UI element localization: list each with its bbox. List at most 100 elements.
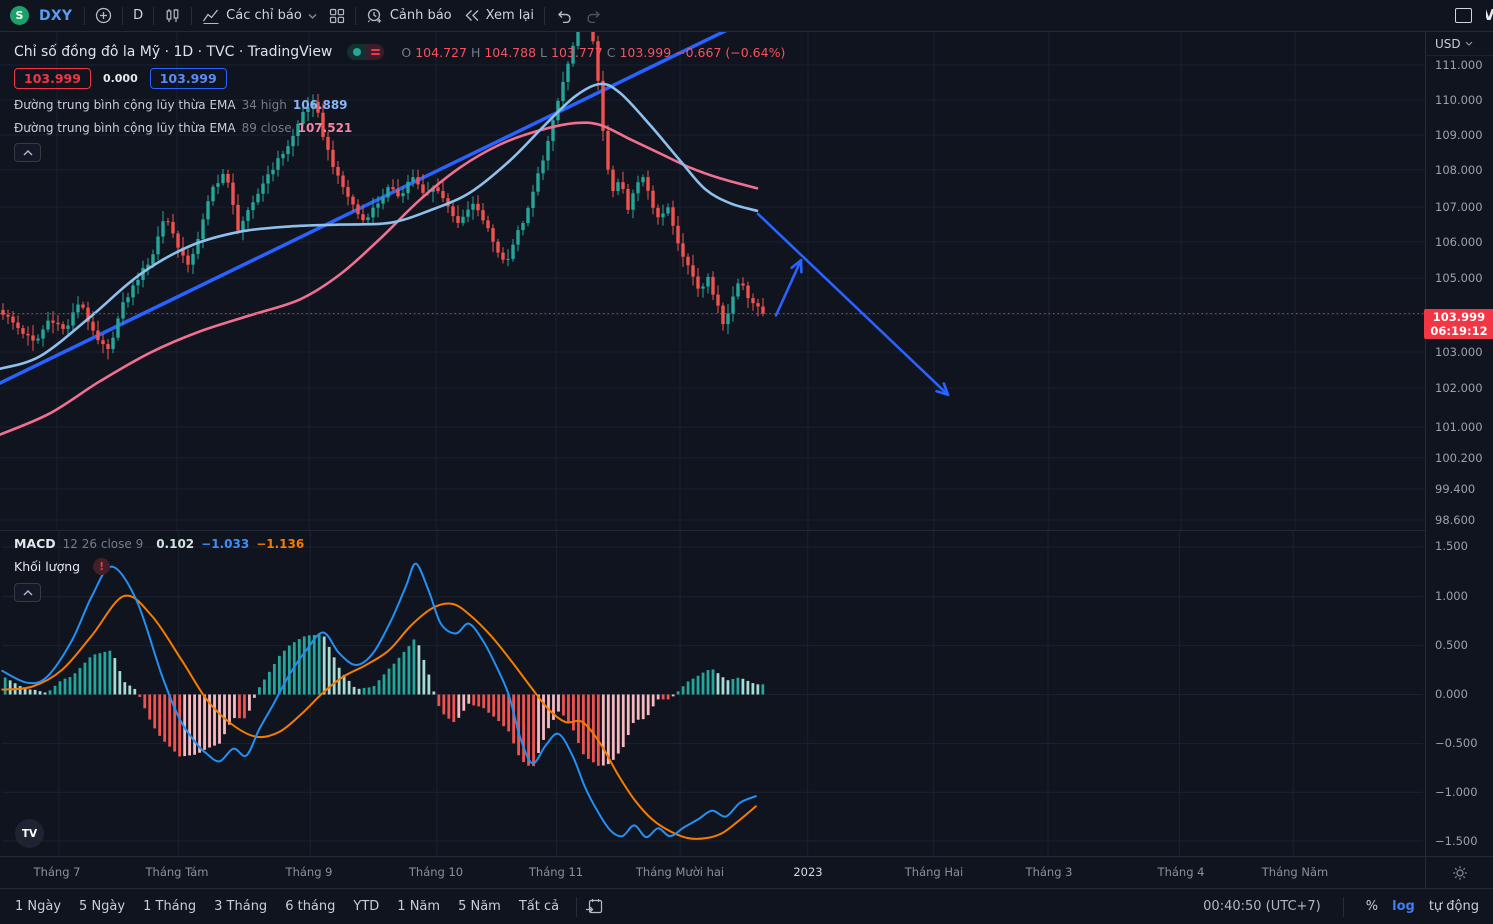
macd-hist-value: 0.102 <box>156 536 195 551</box>
time-axis-label[interactable]: Tháng 9 <box>285 865 333 879</box>
time-axis-label[interactable]: Tháng 10 <box>408 865 464 879</box>
divider <box>191 6 193 25</box>
price-tick: 1.500 <box>1435 539 1468 553</box>
time-axis-label[interactable]: Tháng 11 <box>528 865 584 879</box>
price-tick: 99.400 <box>1435 482 1476 496</box>
go-to-date-button[interactable] <box>585 898 604 915</box>
divider <box>122 6 124 25</box>
currency-selector[interactable]: USD <box>1426 32 1493 56</box>
main-legend: Chỉ số đồng đô la Mỹ · 1D · TVC · Tradin… <box>14 44 785 162</box>
chart-title[interactable]: Chỉ số đồng đô la Mỹ · 1D · TVC · Tradin… <box>14 44 333 60</box>
time-axis-label[interactable]: Tháng 3 <box>1025 865 1073 879</box>
time-axis-label[interactable]: Tháng Mười hai <box>635 865 725 879</box>
range-button-1-ngày[interactable]: 1 Ngày <box>15 899 62 914</box>
divider <box>576 896 578 917</box>
range-button-5-năm[interactable]: 5 Năm <box>458 899 501 914</box>
range-button-5-ngày[interactable]: 5 Ngày <box>79 899 126 914</box>
macd-legend: MACD 12 26 close 9 0.102 −1.033 −1.136 K… <box>14 536 304 602</box>
time-axis-label[interactable]: Tháng Tám <box>145 865 209 879</box>
range-button-3-tháng[interactable]: 3 Tháng <box>214 899 268 914</box>
divider <box>153 6 155 25</box>
sell-button[interactable]: 103.999 <box>14 68 91 89</box>
macd-chart-canvas[interactable] <box>0 530 1425 856</box>
divider <box>543 6 545 25</box>
price-tick: 103.000 <box>1435 345 1483 359</box>
price-tick: −1.000 <box>1435 785 1478 799</box>
indicators-icon <box>202 8 220 24</box>
grid-layout-icon <box>329 8 345 24</box>
price-tick: 108.000 <box>1435 163 1483 177</box>
percent-scale-button[interactable]: % <box>1365 899 1379 914</box>
divider <box>84 6 86 25</box>
price-tick: 102.000 <box>1435 381 1483 395</box>
spread-value: 0.000 <box>102 72 138 85</box>
symbol-logo[interactable]: S <box>10 6 29 25</box>
price-tick: 101.000 <box>1435 420 1483 434</box>
time-axis[interactable]: Tháng 7 Tháng Tám Tháng 9 Tháng 10 Tháng 11 T… <box>0 856 1425 888</box>
redo-button[interactable] <box>579 6 609 26</box>
ohlc-values: O 104.727 H 104.788 L 103.777 C 103.999 −0.6… <box>401 44 786 60</box>
currency-label: USD <box>1435 36 1461 51</box>
last-price: 103.999 <box>1432 310 1486 324</box>
candlestick-icon <box>164 7 181 24</box>
ema89-legend-row[interactable]: Đường trung bình cộng lũy thừa EMA 89 cl… <box>14 121 353 135</box>
interval-button[interactable]: D <box>127 5 149 26</box>
divider <box>1342 896 1344 917</box>
main-chart-canvas[interactable] <box>0 32 1425 530</box>
close-value: 103.999 <box>619 44 672 60</box>
price-tick: −0.500 <box>1435 736 1478 750</box>
layout-templates-button[interactable] <box>323 5 351 27</box>
redo-icon <box>585 9 603 23</box>
time-axis-label[interactable]: Tháng 4 <box>1157 865 1205 879</box>
tradingview-logo[interactable]: TV <box>15 819 44 848</box>
price-tick: 98.600 <box>1435 513 1476 527</box>
range-button-6-tháng[interactable]: 6 tháng <box>285 899 336 914</box>
range-button-ytd[interactable]: YTD <box>353 899 380 914</box>
chevron-down-icon <box>308 13 317 19</box>
replay-button[interactable]: Xem lại <box>458 5 540 26</box>
buy-button[interactable]: 103.999 <box>149 68 227 89</box>
price-tick: 111.000 <box>1435 58 1483 72</box>
macd-line-value: −1.033 <box>201 536 250 551</box>
time-axis-label[interactable]: Tháng Năm <box>1261 865 1329 879</box>
pane-collapse-button[interactable] <box>14 143 41 162</box>
chart-style-button[interactable] <box>158 4 187 27</box>
macd-indicator-name[interactable]: MACD <box>14 536 56 551</box>
axis-settings-cell[interactable] <box>1425 856 1493 888</box>
price-tick: 106.000 <box>1435 235 1483 249</box>
auto-scale-button[interactable]: tự động <box>1428 899 1479 914</box>
log-scale-button[interactable]: log <box>1392 899 1415 914</box>
market-status-pill[interactable] <box>347 44 385 60</box>
price-tick: 105.000 <box>1435 271 1483 285</box>
clipped-right-glyph: V <box>1486 5 1493 24</box>
alarm-clock-icon <box>366 7 384 24</box>
compare-add-button[interactable] <box>89 4 118 27</box>
interval-label: D <box>133 8 144 23</box>
top-toolbar: S DXY D Các c <box>0 0 1493 32</box>
gear-icon <box>1452 865 1467 880</box>
replay-label: Xem lại <box>485 8 534 23</box>
range-button-tất-cả[interactable]: Tất cả <box>518 899 560 914</box>
plus-circle-icon <box>95 7 112 24</box>
fullscreen-icon[interactable] <box>1455 8 1472 23</box>
time-axis-label[interactable]: Tháng 7 <box>33 865 81 879</box>
price-tick: 1.000 <box>1435 589 1468 603</box>
price-axis[interactable]: USD 103.999 06:19:12 111.000 110.000 109.0… <box>1424 32 1493 856</box>
range-button-1-tháng[interactable]: 1 Tháng <box>143 899 197 914</box>
volume-indicator-name[interactable]: Khối lượng <box>14 559 81 574</box>
session-clock[interactable]: 00:40:50 (UTC+7) <box>1203 899 1321 914</box>
indicators-button[interactable]: Các chỉ báo <box>196 5 323 27</box>
divider <box>354 6 356 25</box>
time-axis-label[interactable]: Tháng Hai <box>904 865 964 879</box>
macd-collapse-button[interactable] <box>14 583 41 602</box>
price-tick: 109.000 <box>1435 128 1483 142</box>
ema34-legend-row[interactable]: Đường trung bình cộng lũy thừa EMA 34 hi… <box>14 98 348 112</box>
symbol-search-button[interactable]: DXY <box>39 7 73 24</box>
time-axis-label[interactable]: 2023 <box>793 865 823 879</box>
alert-button[interactable]: Cảnh báo <box>360 4 458 27</box>
undo-button[interactable] <box>549 6 579 26</box>
volume-warning-icon[interactable]: ! <box>93 558 111 575</box>
indicators-label: Các chỉ báo <box>226 8 302 23</box>
range-button-1-năm[interactable]: 1 Năm <box>397 899 441 914</box>
